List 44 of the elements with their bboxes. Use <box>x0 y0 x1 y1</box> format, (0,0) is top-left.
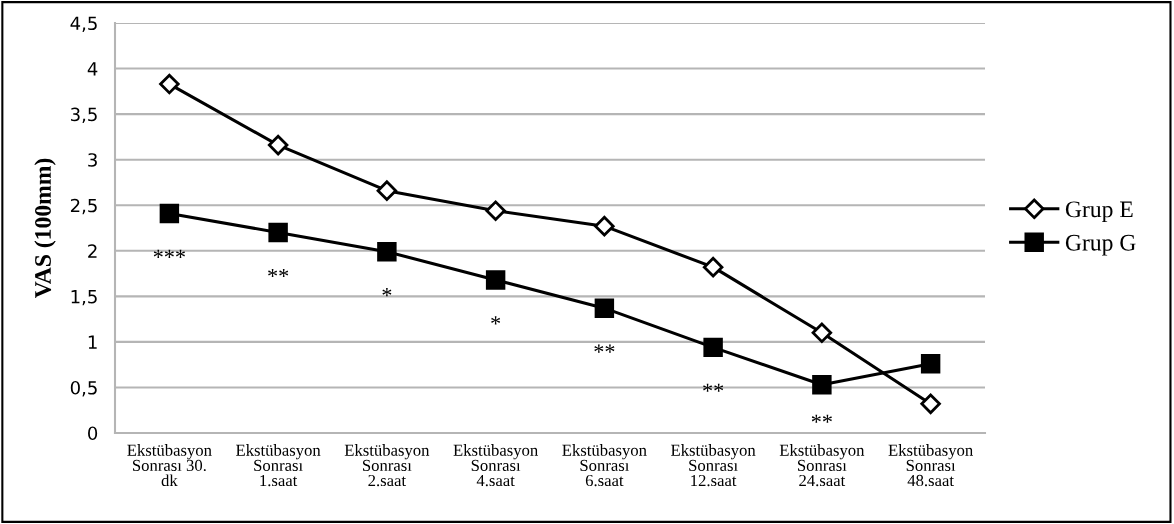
point <box>920 393 941 415</box>
y-tick-label: 1 <box>88 335 97 349</box>
x-tick-label: Ekstübasyon Sonrası 12.saat <box>671 444 756 487</box>
y-tick-label: 0,5 <box>70 380 97 397</box>
y-tick-label: 0 <box>88 426 98 441</box>
x-tick-label: Ekstübasyon Sonrası 30. dk <box>127 444 212 487</box>
point <box>485 200 506 221</box>
annotation: ** <box>594 344 615 353</box>
y-tick-label: 3,5 <box>71 107 97 124</box>
y-tick-label: 3 <box>88 153 97 167</box>
point <box>267 134 289 156</box>
point <box>811 322 833 344</box>
annotation: ** <box>268 268 289 278</box>
x-tick-label: Ekstübasyon Sonrası 48.saat <box>888 444 973 487</box>
point <box>377 241 397 262</box>
legend-label: Grup E <box>1065 201 1133 223</box>
point <box>485 270 506 290</box>
y-axis-title: VAS (100mm) <box>34 158 56 299</box>
annotation: ** <box>811 414 832 423</box>
x-tick-label: Ekstübasyon Sonrası 1.saat <box>236 444 321 487</box>
y-tick-label: 1,5 <box>71 290 97 306</box>
point <box>594 298 615 318</box>
point <box>159 203 180 224</box>
annotation: * <box>382 288 392 297</box>
y-tick-label: 2,5 <box>70 198 97 215</box>
point <box>703 337 723 358</box>
point <box>702 256 724 278</box>
point <box>159 73 180 95</box>
annotation: *** <box>153 249 185 258</box>
point <box>594 215 615 237</box>
x-tick-label: Ekstübasyon Sonrası 6.saat <box>562 444 647 487</box>
y-tick-label: 2 <box>88 244 97 258</box>
x-tick-label: Ekstübasyon Sonrası 24.saat <box>779 444 865 487</box>
annotation: ** <box>703 383 724 392</box>
legend-label: Grup G <box>1065 234 1136 256</box>
y-tick-label: 4 <box>87 62 98 76</box>
y-tick-label: 4,5 <box>70 16 97 32</box>
x-tick-label: Ekstübasyon Sonrası 4.saat <box>453 444 538 487</box>
point <box>812 374 832 395</box>
point <box>376 180 398 201</box>
x-tick-label: Ekstübasyon Sonrası 2.saat <box>344 444 430 487</box>
annotation: * <box>491 316 501 325</box>
point <box>268 222 288 243</box>
point <box>920 354 941 374</box>
